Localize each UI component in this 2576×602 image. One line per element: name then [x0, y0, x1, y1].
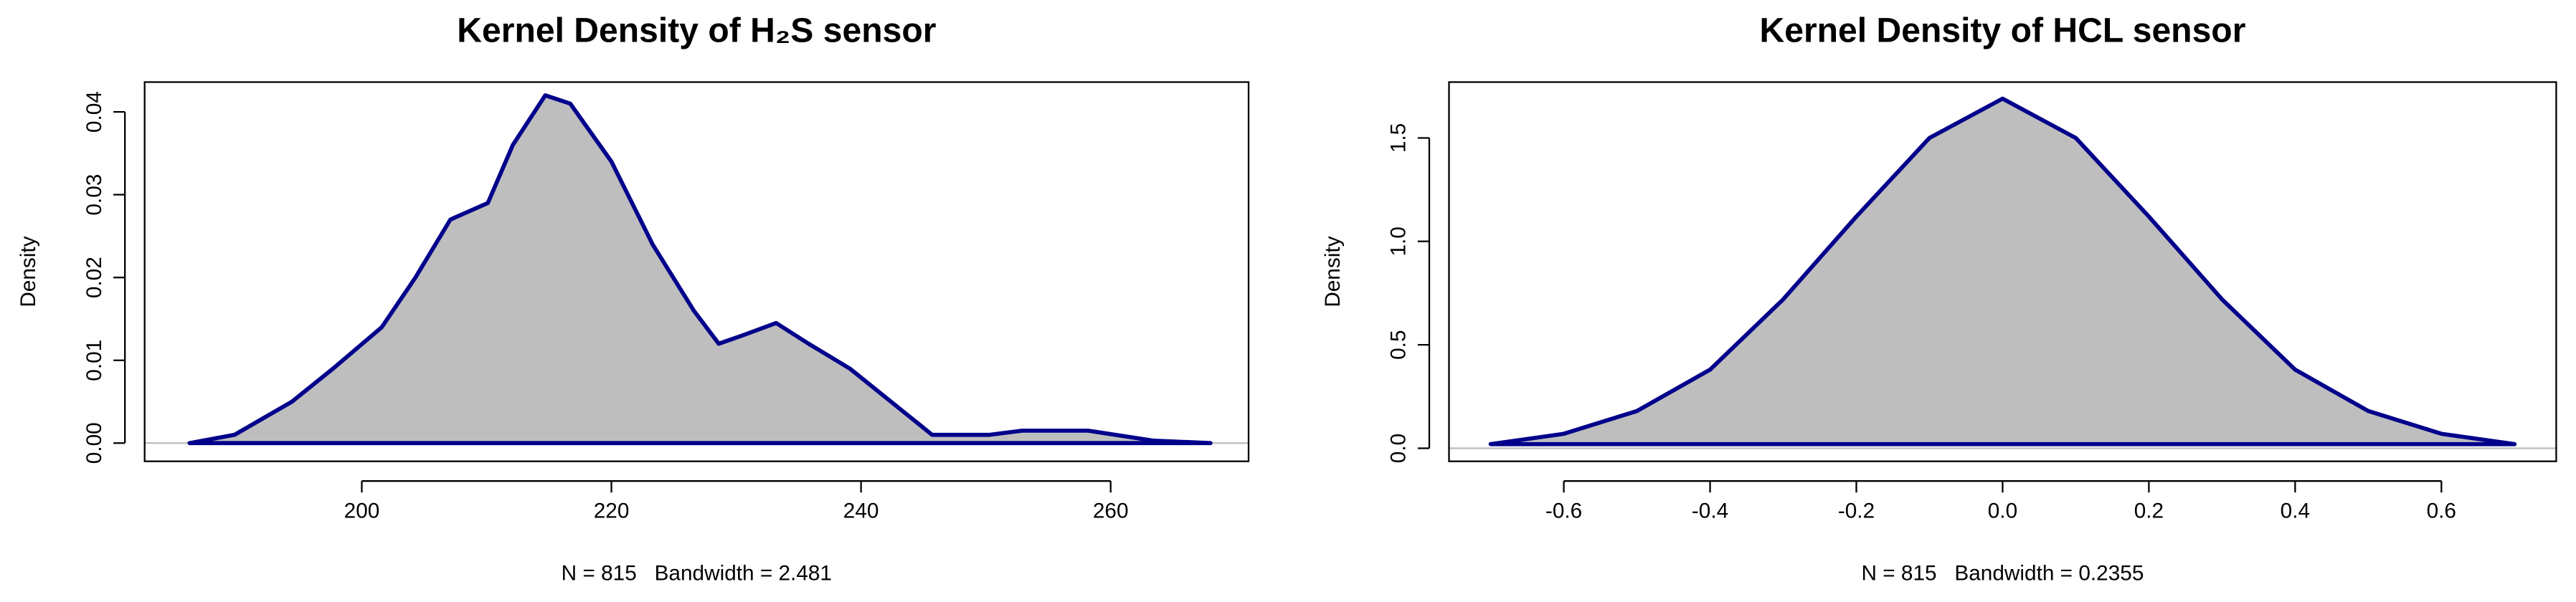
y-tick-label: 0.04	[82, 91, 106, 133]
y-axis-label: Density	[1321, 236, 1345, 307]
x-tick-label: 0.2	[2134, 500, 2164, 523]
y-tick-label: 0.02	[82, 257, 106, 298]
x-tick-label: -0.4	[1692, 500, 1728, 523]
y-tick-label: 0.0	[1387, 434, 1411, 463]
x-tick-label: 0.6	[2427, 500, 2456, 523]
y-tick-label: 0.5	[1387, 330, 1411, 359]
plot-frame	[1448, 81, 2557, 462]
density-area	[187, 93, 1213, 446]
x-axis-label: N = 815 Bandwidth = 2.481	[562, 562, 832, 586]
chart-title: Kernel Density of HCL sensor	[1759, 11, 2245, 50]
x-tick-label: -0.2	[1838, 500, 1875, 523]
y-tick-label: 1.5	[1387, 123, 1411, 153]
y-tick-label: 0.01	[82, 340, 106, 381]
x-tick-label: 200	[344, 500, 380, 523]
y-tick-label: 0.03	[82, 174, 106, 216]
y-axis-label: Density	[16, 236, 40, 307]
x-tick-label: -0.6	[1545, 500, 1582, 523]
density-area	[1488, 96, 2517, 446]
chart-title: Kernel Density of H₂S sensor	[457, 11, 936, 50]
x-tick-label: 0.4	[2281, 500, 2310, 523]
x-tick-label: 0.0	[1988, 500, 2017, 523]
y-tick-label: 0.00	[82, 422, 106, 464]
plot-frame	[143, 81, 1250, 462]
x-tick-label: 220	[594, 500, 630, 523]
y-tick-label: 1.0	[1387, 226, 1411, 256]
x-axis-label: N = 815 Bandwidth = 0.2355	[1862, 562, 2144, 586]
x-tick-label: 240	[843, 500, 879, 523]
x-tick-label: 260	[1093, 500, 1129, 523]
